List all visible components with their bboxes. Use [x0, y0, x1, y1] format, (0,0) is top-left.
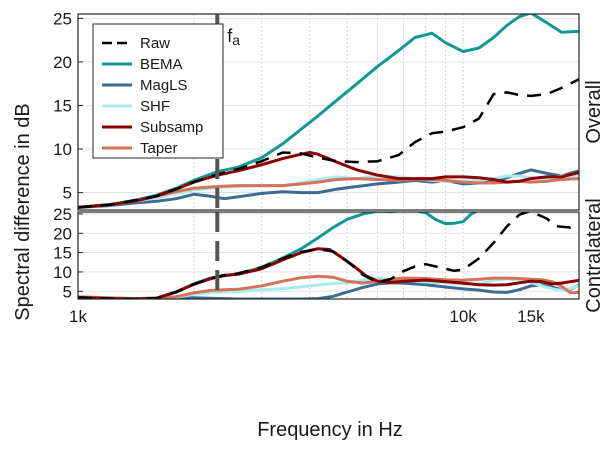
series-line-raw — [78, 212, 579, 299]
series-line-raw — [78, 78, 579, 209]
y-tick-label: 10 — [53, 263, 72, 282]
y-tick-label: 15 — [53, 244, 72, 263]
legend-label-subsamp: Subsamp — [140, 119, 203, 136]
legend: Raw BEMA MagLS SHF Subsamp Taper — [92, 23, 224, 159]
series-line-shf — [78, 173, 579, 209]
panel-label-contralateral: Contralateral — [583, 198, 605, 313]
legend-label-shf: SHF — [140, 98, 170, 115]
series-line-magls — [78, 281, 579, 299]
legend-label-raw: Raw — [140, 35, 170, 52]
y-tick-label: 15 — [53, 96, 72, 115]
legend-label-magls: MagLS — [140, 77, 188, 94]
x-tick-label: 1k — [69, 307, 87, 326]
series-group — [78, 212, 579, 299]
y-tick-label: 25 — [53, 205, 72, 224]
y-tick-label: 25 — [53, 9, 72, 28]
x-tick-label: 15k — [517, 307, 545, 326]
series-group — [78, 14, 579, 209]
y-tick-label: 20 — [53, 53, 72, 72]
panel-frame — [77, 211, 580, 300]
x-axis-label: Frequency in Hz — [257, 419, 403, 441]
fa-annotation: fa — [227, 26, 240, 48]
y-tick-label: 20 — [53, 224, 72, 243]
panel-label-overall: Overall — [583, 80, 605, 143]
legend-box — [92, 23, 224, 159]
y-tick-label: 5 — [63, 282, 72, 301]
y-tick-label: 10 — [53, 140, 72, 159]
y-tick-label: 5 — [63, 184, 72, 203]
panel-frame — [77, 13, 580, 211]
series-line-subsamp — [78, 151, 579, 209]
legend-label-taper: Taper — [140, 140, 178, 157]
legend-label-bema: BEMA — [140, 56, 183, 73]
axis-labels: Spectral difference in dB Frequency in H… — [12, 103, 403, 441]
series-line-taper — [78, 274, 579, 299]
x-tick-label: 10k — [449, 307, 477, 326]
y-axis-label: Spectral difference in dB — [12, 103, 34, 321]
